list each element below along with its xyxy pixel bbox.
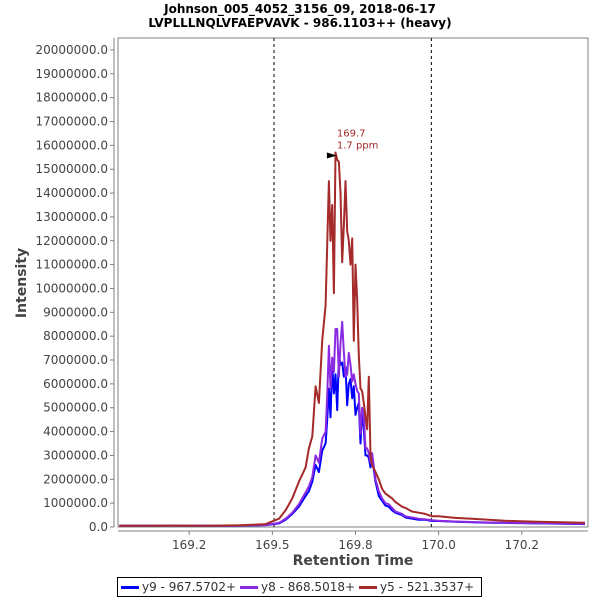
legend-swatch-y5: [359, 585, 378, 589]
y-tick-label: 16000000.0: [35, 138, 108, 152]
peak-annotation: 169.7 1.7 ppm: [326, 128, 379, 159]
y-axis: 0.0 1000000.0 2000000.0 3000000.0 4000000.0 5…: [35, 38, 115, 534]
peak-ppm-label: 1.7 ppm: [337, 140, 379, 151]
y-tick-label: 13000000.0: [35, 210, 108, 224]
y-tick-label: 19000000.0: [35, 67, 108, 81]
y-tick-label: 6000000.0: [43, 377, 108, 391]
series-line-y9: [119, 354, 586, 527]
y-tick-label: 4000000.0: [43, 425, 108, 439]
x-axis: 169.2 169.5 169.8 170.0 170.2: [118, 530, 588, 552]
y-tick-label: 9000000.0: [43, 305, 108, 319]
y-tick-label: 18000000.0: [35, 91, 108, 105]
y-tick-label: 7000000.0: [43, 353, 108, 367]
y-tick-label: 11000000.0: [35, 258, 108, 272]
y-tick-label: 14000000.0: [35, 186, 108, 200]
series-line-y5: [119, 151, 586, 527]
y-tick-label: 17000000.0: [35, 114, 108, 128]
legend-label-y9: y9 - 967.5702+: [142, 580, 237, 594]
legend-item-y9[interactable]: y9 - 967.5702+: [121, 580, 236, 594]
y-tick-label: 20000000.0: [35, 43, 108, 57]
y-tick-label: 2000000.0: [43, 472, 108, 486]
series-group: [119, 151, 586, 527]
y-tick-label: 8000000.0: [43, 329, 108, 343]
y-tick-label: 0.0: [89, 520, 108, 534]
y-tick-label: 3000000.0: [43, 448, 108, 462]
x-tick-label: 170.2: [505, 538, 539, 552]
series-line-y8: [119, 320, 586, 527]
y-tick-label: 12000000.0: [35, 234, 108, 248]
legend-swatch-y9: [121, 585, 139, 589]
y-axis-title: Intensity: [14, 248, 30, 318]
legend-label-y5: y5 - 521.3537+: [380, 580, 475, 594]
y-tick-label: 10000000.0: [35, 281, 108, 295]
legend-item-y8[interactable]: y8 - 868.5018+: [240, 580, 355, 594]
chart-title: Johnson_005_4052_3156_09, 2018-06-17: [163, 2, 436, 17]
chart-subtitle: LVPLLLNQLVFAEPVAVK - 986.1103++ (heavy): [148, 16, 451, 30]
x-tick-label: 169.2: [172, 538, 206, 552]
legend-label-y8: y8 - 868.5018+: [261, 580, 356, 594]
x-tick-label: 170.0: [421, 538, 455, 552]
x-axis-title: Retention Time: [293, 553, 414, 569]
peak-arrow-icon: [326, 152, 337, 159]
legend-swatch-y8: [240, 585, 259, 589]
legend-item-y5[interactable]: y5 - 521.3537+: [359, 580, 474, 594]
y-tick-label: 15000000.0: [35, 162, 108, 176]
legend: y9 - 967.5702+ y8 - 868.5018+ y5 - 521.3…: [117, 577, 483, 597]
x-tick-label: 169.5: [255, 538, 289, 552]
x-tick-label: 169.8: [338, 538, 372, 552]
peak-rt-label: 169.7: [337, 128, 366, 139]
y-tick-label: 5000000.0: [43, 401, 108, 415]
y-tick-label: 1000000.0: [43, 496, 108, 510]
